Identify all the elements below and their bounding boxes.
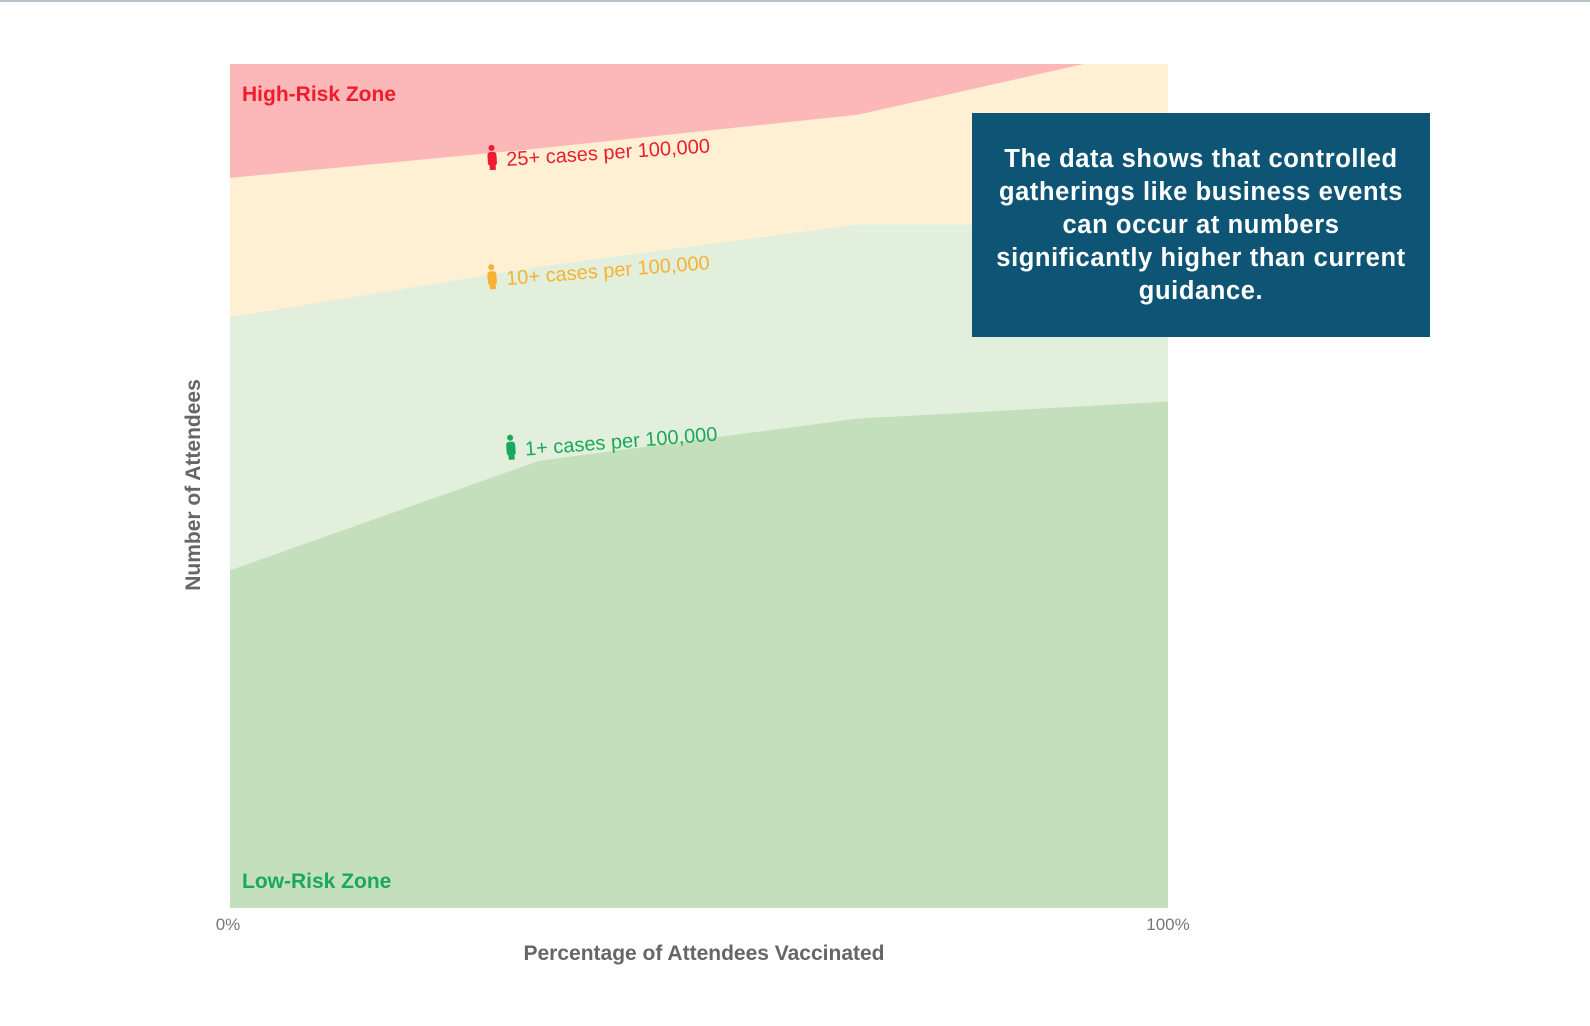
area-low-risk bbox=[230, 401, 1168, 908]
callout-box: The data shows that controlled gathering… bbox=[972, 113, 1430, 337]
top-border-line bbox=[0, 0, 1590, 2]
y-axis-title: Number of Attendees bbox=[182, 379, 205, 591]
plot-area bbox=[230, 64, 1168, 908]
high-risk-zone-label: High-Risk Zone bbox=[242, 83, 396, 106]
person-icon bbox=[487, 264, 497, 290]
person-icon bbox=[487, 144, 497, 171]
x-axis-title: Percentage of Attendees Vaccinated bbox=[523, 942, 884, 965]
callout-text: The data shows that controlled gathering… bbox=[996, 144, 1406, 305]
person-icon bbox=[506, 434, 516, 460]
low-risk-zone-label: Low-Risk Zone bbox=[242, 870, 391, 893]
x-tick-100: 100% bbox=[1146, 915, 1189, 934]
x-tick-0: 0% bbox=[216, 915, 241, 934]
